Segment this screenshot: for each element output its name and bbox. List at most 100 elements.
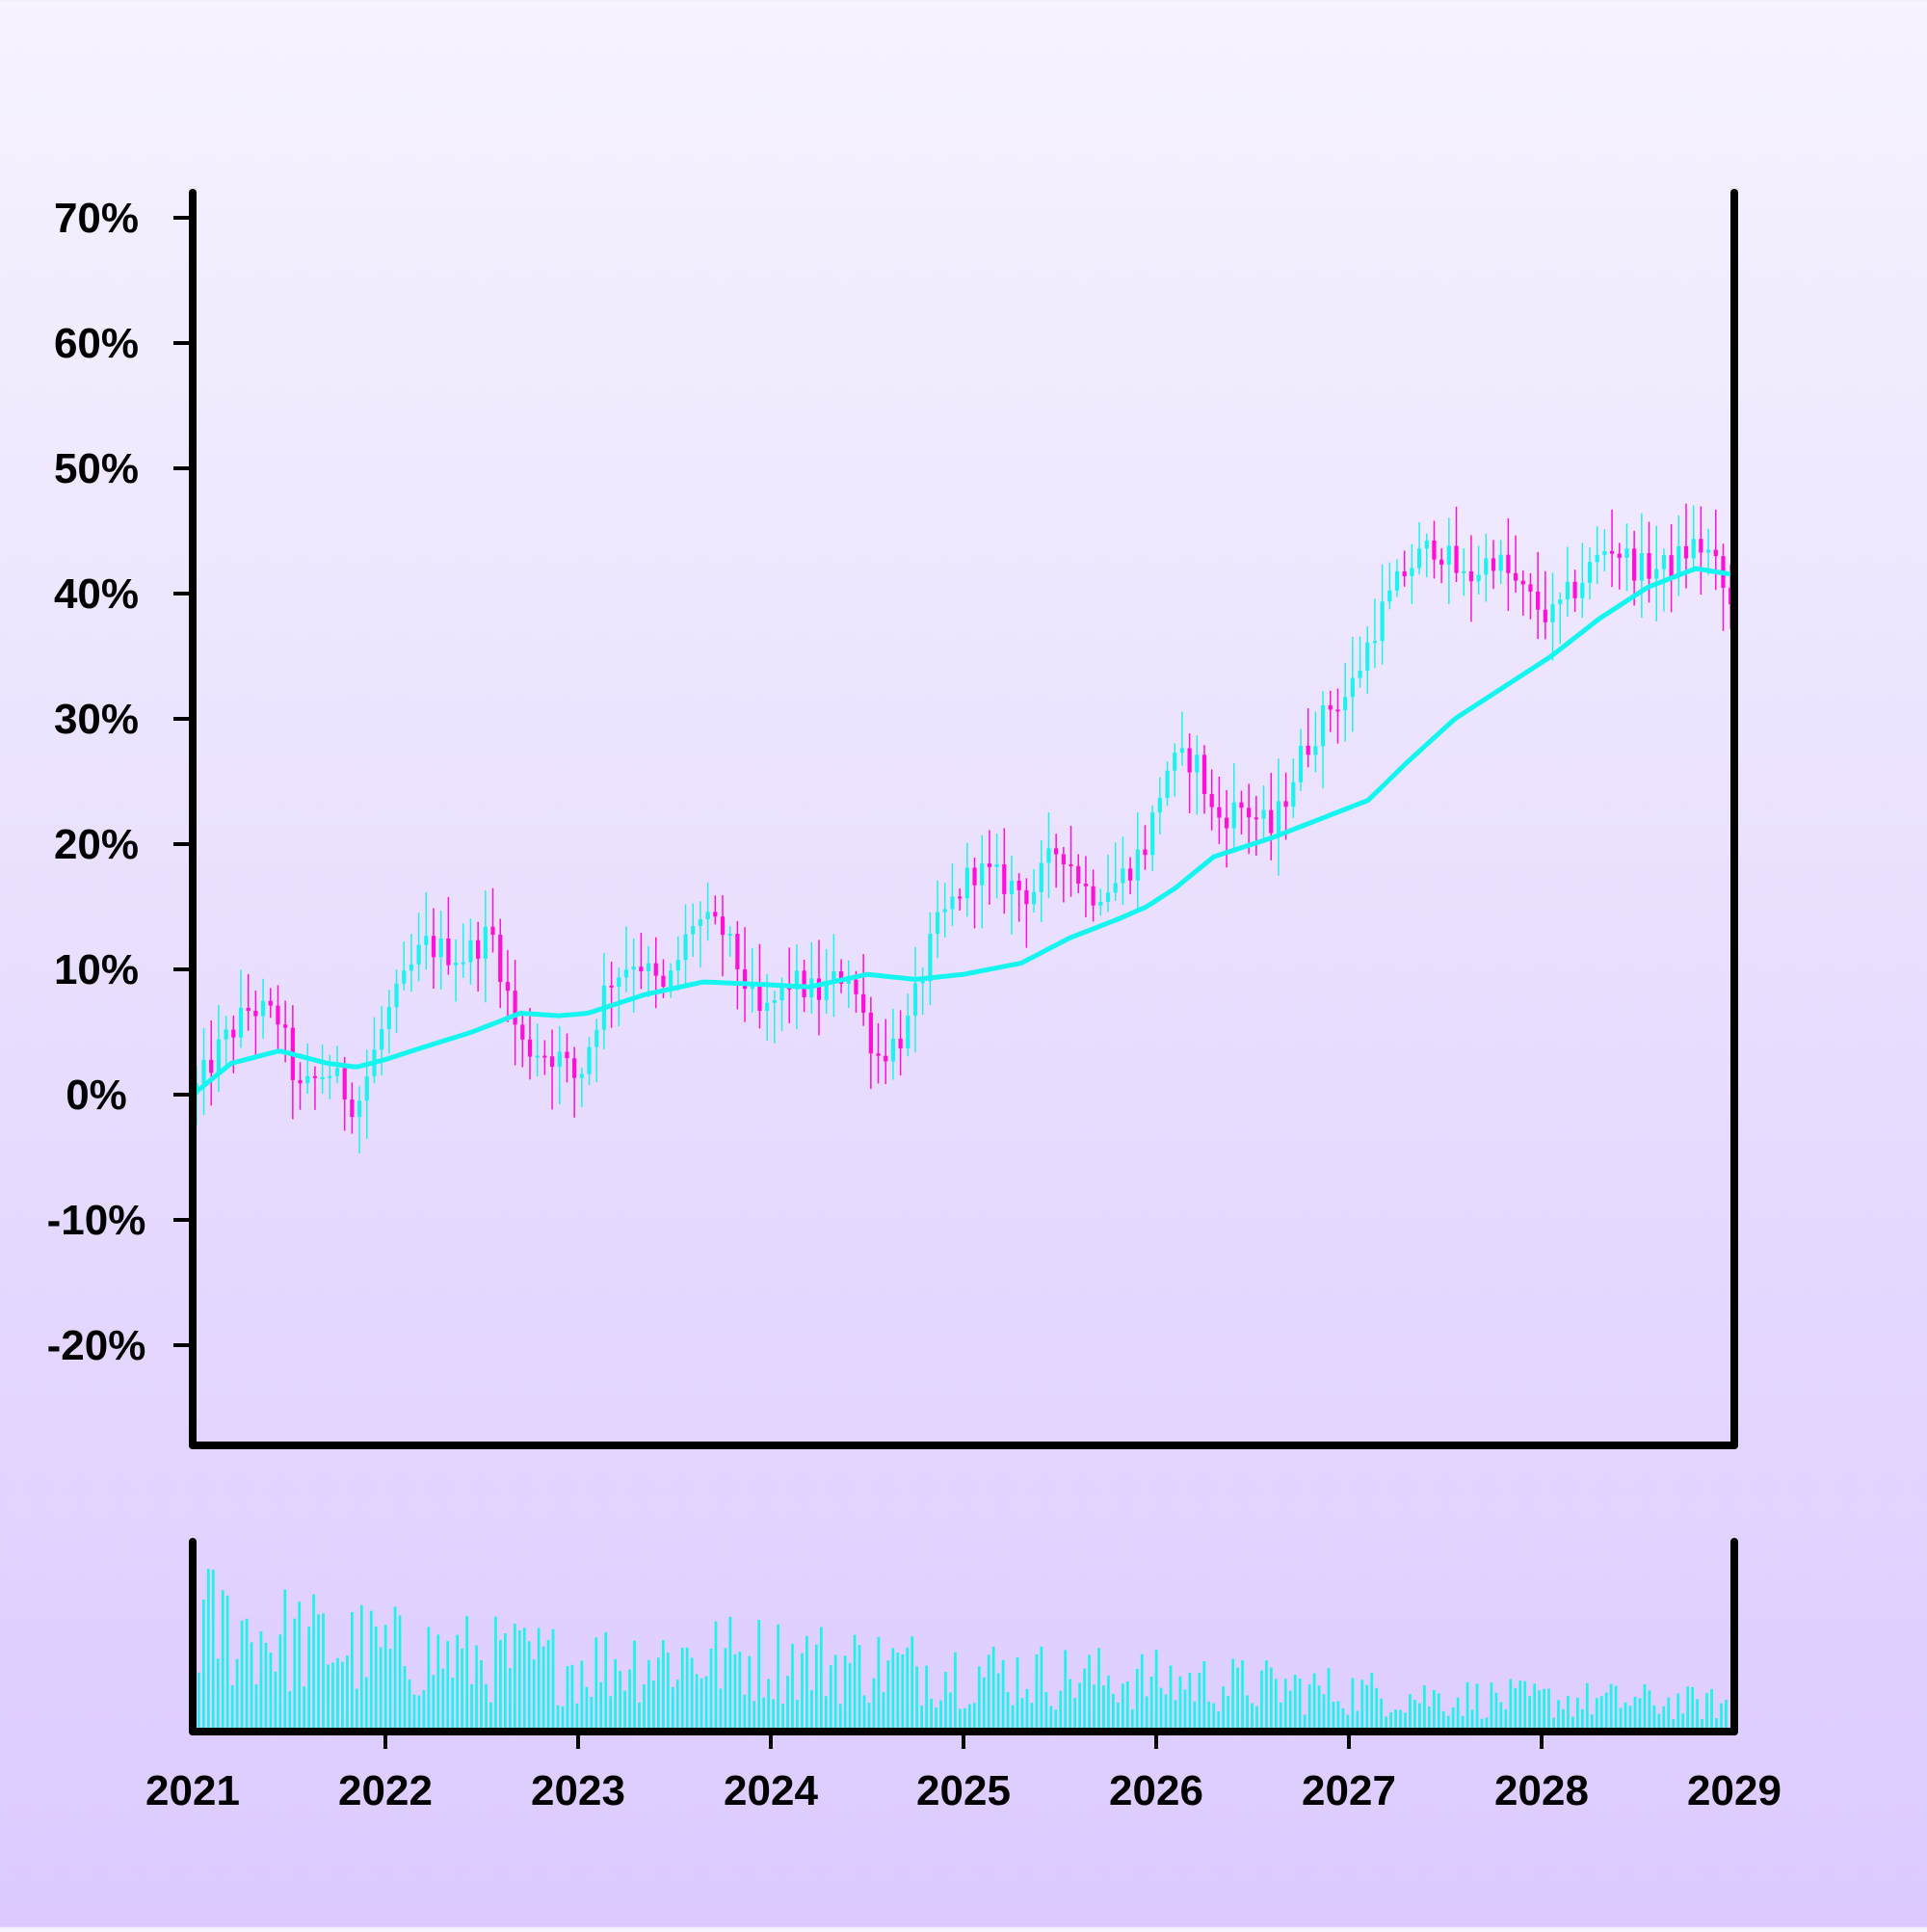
volume-bar <box>1375 1687 1379 1732</box>
candle-body <box>424 936 429 945</box>
volume-bar <box>1317 1685 1321 1732</box>
candle-body <box>802 970 806 998</box>
candle-body <box>1201 754 1207 794</box>
volume-bar <box>1475 1683 1479 1732</box>
volume-bar <box>1016 1656 1019 1732</box>
volume-bar <box>661 1640 665 1732</box>
candle-body <box>209 1059 214 1073</box>
volume-bar <box>1538 1690 1541 1732</box>
volume-bar <box>1164 1694 1168 1732</box>
volume-bar <box>1567 1696 1570 1732</box>
volume-bar <box>1676 1693 1680 1732</box>
volume-bar <box>1543 1688 1545 1732</box>
volume-bar <box>1451 1707 1455 1732</box>
candle-body <box>1416 548 1422 569</box>
volume-bar <box>695 1674 699 1732</box>
candle-body <box>1016 880 1021 890</box>
volume-bar <box>1251 1703 1254 1732</box>
volume-bar <box>240 1620 244 1732</box>
candle-body <box>1580 582 1585 598</box>
candle-body <box>1343 697 1348 711</box>
volume-bar <box>920 1705 924 1732</box>
volume-bar <box>1623 1702 1627 1732</box>
volume-bar <box>1069 1679 1072 1732</box>
candle-body <box>1536 591 1541 610</box>
candle-body <box>1410 568 1414 577</box>
volume-bar <box>767 1679 771 1732</box>
candle-body <box>350 1099 355 1118</box>
candle-body <box>1083 884 1089 887</box>
candle-body <box>328 1075 332 1078</box>
candle-body <box>260 1000 266 1017</box>
volume-bar <box>485 1683 488 1732</box>
volume-bar <box>221 1590 224 1732</box>
candle-body <box>416 944 421 965</box>
candle-body <box>779 985 784 1001</box>
volume-bar <box>959 1708 962 1732</box>
candle-body <box>890 1038 896 1062</box>
volume-bar <box>1025 1688 1029 1732</box>
volume-bar <box>1346 1714 1350 1732</box>
volume-bar <box>1188 1672 1192 1732</box>
candle-body <box>1179 748 1185 754</box>
candle-body <box>1031 891 1037 905</box>
volume-bar <box>288 1691 292 1732</box>
candle-body <box>1365 642 1370 671</box>
volume-bar <box>762 1697 766 1732</box>
volume-bar <box>1097 1648 1100 1732</box>
volume-bar <box>896 1653 900 1732</box>
volume-bar <box>1413 1700 1416 1732</box>
volume-bar <box>643 1683 646 1732</box>
volume-bar <box>1427 1706 1431 1732</box>
candle-body <box>994 863 999 867</box>
volume-bar <box>1351 1678 1355 1732</box>
candle-body <box>394 983 399 1008</box>
volume-bar <box>1715 1718 1718 1732</box>
candle-body <box>935 912 940 935</box>
volume-bar <box>671 1686 674 1732</box>
volume-bar <box>805 1635 808 1732</box>
candle-body <box>675 960 680 971</box>
volume-bar <box>1571 1716 1574 1732</box>
axes <box>189 189 1738 1735</box>
candle-body <box>1439 559 1444 565</box>
volume-bar <box>987 1654 990 1732</box>
volume-bar <box>250 1642 253 1732</box>
volume-bar <box>451 1678 455 1732</box>
volume-bar <box>359 1604 363 1732</box>
volume-bar <box>546 1640 550 1732</box>
volume-bar <box>322 1613 325 1732</box>
volume-bar <box>1117 1702 1120 1732</box>
volume-bar <box>1222 1686 1226 1732</box>
volume-bar <box>1236 1667 1239 1732</box>
candle-body <box>1462 570 1466 573</box>
candle-body <box>846 979 851 984</box>
volume-bar <box>331 1662 334 1732</box>
volume-bar <box>254 1683 258 1732</box>
candle-body <box>705 912 710 920</box>
volume-bar <box>1662 1706 1666 1732</box>
volume-bar <box>1686 1686 1690 1732</box>
volume-bar <box>456 1634 460 1732</box>
volume-bar <box>819 1627 823 1732</box>
volume-bar <box>647 1659 650 1732</box>
x-tick-label: 2025 <box>916 1767 1011 1814</box>
y-axis-ticks: 70% 60% 50% 40% 30% 20% 10% 0% -10% -20% <box>47 195 193 1369</box>
volume-bar <box>1720 1703 1723 1732</box>
volume-bar <box>1198 1672 1201 1732</box>
volume-bar <box>954 1652 957 1732</box>
volume-bar <box>1552 1717 1555 1732</box>
volume-bar <box>274 1671 277 1732</box>
volume-bar <box>1576 1697 1579 1732</box>
y-tick-label: 30% <box>54 696 139 743</box>
candle-body <box>1350 677 1355 698</box>
volume-bar <box>724 1648 727 1732</box>
candle-body <box>1195 754 1200 773</box>
volume-bar <box>336 1657 339 1732</box>
y-tick-label: 0% <box>66 1072 127 1119</box>
volume-bar <box>1212 1703 1216 1732</box>
x-tick-label: 2023 <box>531 1767 625 1814</box>
volume-bar <box>570 1664 574 1732</box>
candle-body <box>1291 781 1296 807</box>
candle-body <box>1298 745 1304 782</box>
